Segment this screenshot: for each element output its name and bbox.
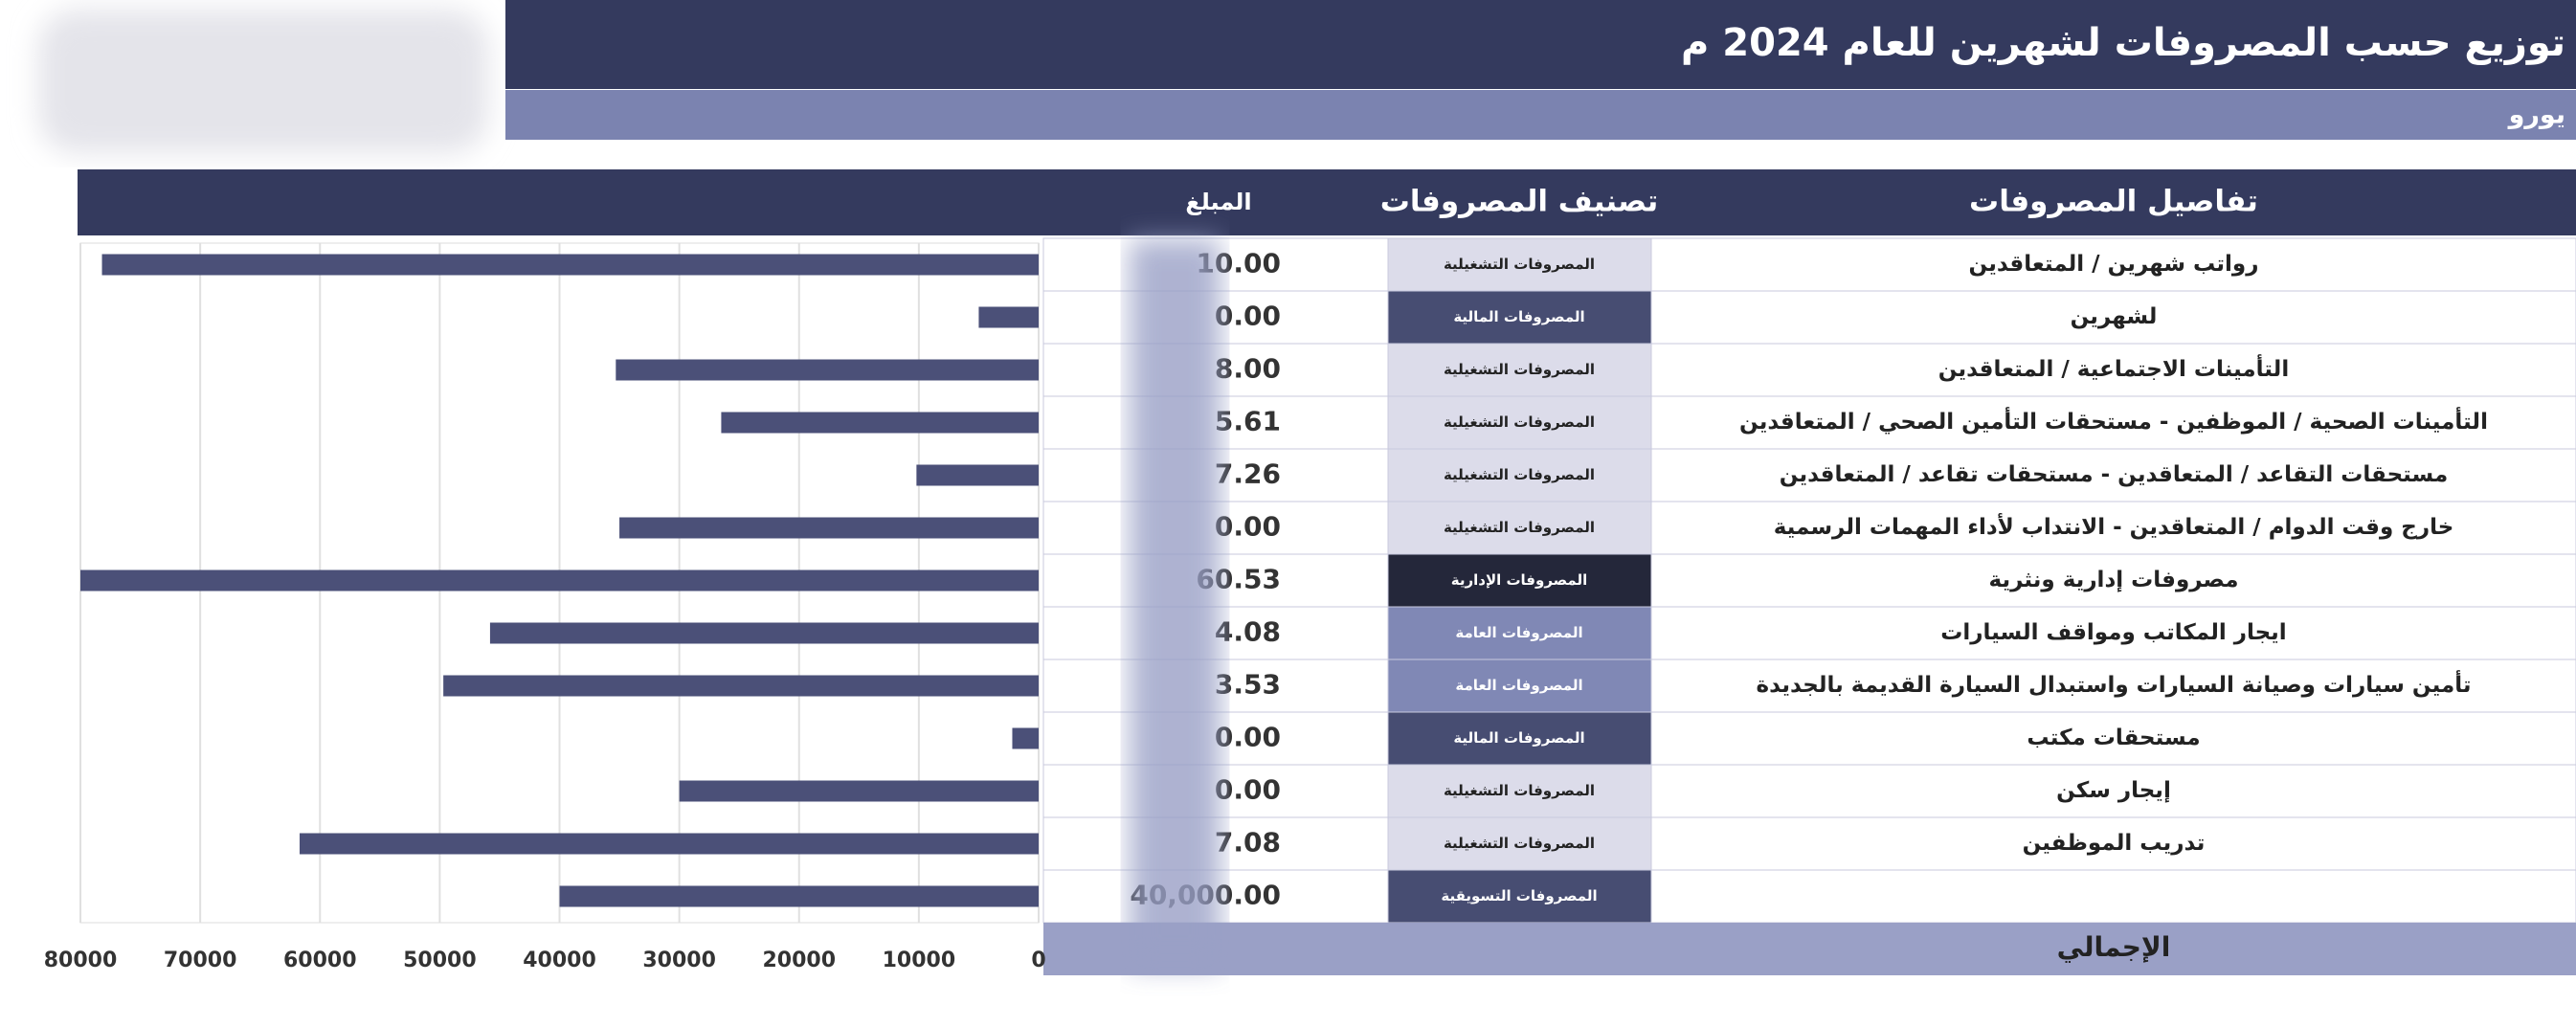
amount: 0.00 — [1215, 301, 1281, 332]
category-cell — [1387, 816, 1652, 871]
x-tick-label: 0 — [1031, 949, 1045, 972]
bar — [978, 306, 1039, 328]
category-cell — [1387, 237, 1652, 292]
bar — [80, 569, 1039, 592]
category: المصروفات التشغيلية — [1444, 519, 1595, 536]
category: المصروفات التشغيلية — [1444, 466, 1595, 483]
x-tick-label: 30000 — [642, 949, 716, 972]
total-row — [1043, 923, 2576, 975]
bar — [299, 833, 1039, 855]
details: التأمينات الاجتماعية / المتعاقدين — [1938, 353, 2289, 382]
category-cell — [1387, 659, 1652, 713]
bar — [559, 885, 1039, 907]
details: تأمين سيارات وصيانة السيارات واستبدال ال… — [1757, 669, 2472, 698]
details: ايجار المكاتب ومواقف السيارات — [1940, 620, 2286, 645]
bar — [101, 254, 1039, 276]
row-bg — [1042, 764, 2576, 818]
row-bg — [1042, 290, 2576, 345]
amount: 7.26 — [1215, 458, 1281, 490]
category-cell — [1387, 501, 1652, 555]
category: المصروفات التشغيلية — [1444, 256, 1595, 273]
x-tick-label: 40000 — [523, 949, 596, 972]
details: خارج وقت الدوام / المتعاقدين - الانتداب … — [1774, 512, 2454, 540]
bar — [489, 622, 1039, 644]
logo-blur — [38, 10, 488, 153]
x-tick-label: 70000 — [164, 949, 237, 972]
bar — [443, 675, 1039, 697]
category: المصروفات المالية — [1453, 308, 1584, 325]
column-header: تصنيف المصروفات — [1380, 185, 1658, 219]
category: المصروفات التشغيلية — [1444, 782, 1595, 799]
subtitle-bar — [505, 90, 2576, 140]
content: رواتب شهرين / المتعاقدين المصروفات التشغي… — [44, 237, 2576, 975]
row-bg — [1042, 343, 2576, 397]
amount: 8.00 — [1215, 353, 1281, 385]
details: مصروفات إدارية ونثرية — [1989, 568, 2239, 592]
category-cell — [1387, 711, 1652, 766]
category: المصروفات العامة — [1455, 677, 1582, 694]
category: المصروفات الإدارية — [1451, 571, 1588, 589]
row-bg — [1042, 606, 2576, 660]
details: التأمينات الصحية / الموظفين - مستحقات ال… — [1739, 406, 2488, 435]
category: المصروفات التشغيلية — [1444, 361, 1595, 378]
bar — [619, 517, 1039, 539]
details: رواتب شهرين / المتعاقدين — [1969, 252, 2259, 277]
x-tick-label: 20000 — [762, 949, 836, 972]
title: توزيع حسب المصروفات لشهرين للعام 2024 م — [1681, 21, 2565, 65]
column-header: تفاصيل المصروفات — [1969, 185, 2258, 219]
total-label: الإجمالي — [2057, 931, 2171, 963]
amount: 0.00 — [1215, 511, 1281, 543]
header-row — [78, 169, 2576, 235]
subtitle: يورو — [2507, 100, 2565, 130]
row-bg — [1042, 237, 2576, 292]
category: المصروفات المالية — [1453, 729, 1584, 747]
amount: 0.00 — [1215, 774, 1281, 806]
category-cell — [1387, 553, 1652, 608]
category: المصروفات التشغيلية — [1444, 413, 1595, 431]
x-tick-label: 60000 — [283, 949, 357, 972]
row-bg — [1042, 553, 2576, 608]
amount: 5.61 — [1215, 406, 1281, 437]
column-header: المبلغ — [1185, 189, 1251, 215]
bar — [1012, 727, 1039, 749]
details: تدريب الموظفين — [2023, 831, 2206, 856]
title-bar — [505, 0, 2576, 89]
x-tick-label: 80000 — [44, 949, 118, 972]
category-cell — [1387, 869, 1652, 924]
amount: 4.08 — [1215, 616, 1281, 648]
category-cell — [1387, 606, 1652, 660]
amount-blur — [1130, 239, 1221, 967]
bar — [679, 780, 1039, 802]
details: لشهرين — [2071, 304, 2158, 329]
category-cell — [1387, 290, 1652, 345]
category-cell — [1387, 343, 1652, 397]
category: المصروفات التشغيلية — [1444, 835, 1595, 852]
row-bg — [1042, 711, 2576, 766]
row-bg — [1042, 659, 2576, 713]
category: المصروفات العامة — [1455, 624, 1582, 641]
row-bg — [1042, 869, 2576, 924]
details: مستحقات مكتب — [2027, 726, 2200, 750]
category-cell — [1387, 395, 1652, 450]
x-tick-label: 50000 — [403, 949, 477, 972]
category-cell — [1387, 764, 1652, 818]
bar — [916, 464, 1039, 486]
bar — [721, 412, 1039, 434]
amount: 3.53 — [1215, 669, 1281, 701]
details: إيجار سكن — [2056, 778, 2171, 803]
amount: 7.08 — [1215, 827, 1281, 859]
x-tick-label: 10000 — [883, 949, 956, 972]
category: المصروفات التسويقية — [1441, 887, 1597, 904]
details: مستحقات التقاعد / المتعاقدين - مستحقات ت… — [1780, 462, 2448, 487]
row-bg — [1042, 448, 2576, 502]
row-bg — [1042, 816, 2576, 871]
row-bg — [1042, 501, 2576, 555]
amount: 0.00 — [1215, 722, 1281, 753]
bar — [616, 359, 1039, 381]
